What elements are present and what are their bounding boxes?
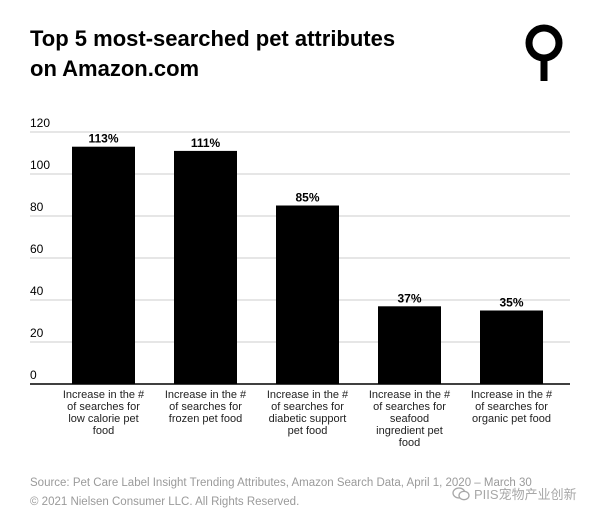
copyright-note: © 2021 Nielsen Consumer LLC. All Rights …	[30, 496, 300, 508]
x-tick-label-line: frozen pet food	[169, 413, 242, 425]
data-label: 113%	[88, 132, 118, 146]
x-tick-label: Increase in the # of searches for seafood i…	[369, 389, 451, 449]
x-tick-label-line: Increase in the #	[369, 389, 451, 401]
x-tick-label-line: of searches for	[271, 401, 344, 413]
data-label: 37%	[397, 291, 421, 305]
x-tick-label-line: food	[93, 425, 114, 437]
x-tick-label-line: of searches for	[67, 401, 140, 413]
chart-footer: Source: Pet Care Label Insight Trending …	[30, 474, 560, 512]
bar	[72, 146, 135, 384]
bar	[276, 205, 339, 384]
y-tick-label: 100	[30, 158, 50, 172]
nielsen-logo-icon	[525, 24, 563, 81]
x-tick-label: Increase in the # of searches for low calo…	[63, 389, 145, 437]
y-tick-label: 20	[30, 326, 44, 340]
bar	[480, 310, 543, 384]
x-tick-label-line: Increase in the #	[165, 389, 247, 401]
bar	[174, 150, 237, 384]
x-tick-label-line: of searches for	[373, 401, 446, 413]
x-tick-label-line: seafood	[390, 413, 429, 425]
x-tick-label-line: low calorie pet	[68, 413, 138, 425]
watermark: PIIS宠物产业创新	[452, 484, 577, 503]
x-tick-label: Increase in the # of searches for frozen p…	[165, 389, 247, 425]
x-tick-label-line: of searches for	[475, 401, 548, 413]
bar	[378, 306, 441, 384]
chart-title-line-2: on Amazon.com	[30, 56, 200, 81]
chat-bubble-icon	[452, 486, 470, 500]
data-label: 35%	[499, 296, 523, 310]
x-tick-label-line: Increase in the #	[63, 389, 145, 401]
x-tick-label-line: ingredient pet	[376, 425, 443, 437]
y-tick-label: 40	[30, 284, 44, 298]
x-tick-label-line: diabetic support	[269, 413, 347, 425]
chart-title-line-1: Top 5 most-searched pet attributes	[30, 26, 396, 51]
x-tick-label-line: pet food	[288, 425, 328, 437]
y-tick-label: 0	[30, 368, 37, 382]
chart-title: Top 5 most-searched pet attributes on Am…	[30, 24, 450, 84]
y-tick-label: 80	[30, 200, 44, 214]
data-label: 111%	[191, 136, 221, 150]
watermark-text: PIIS宠物产业创新	[474, 487, 577, 502]
x-tick-label-line: organic pet food	[472, 413, 551, 425]
x-tick-label-line: of searches for	[169, 401, 242, 413]
data-label: 85%	[295, 191, 319, 205]
x-tick-label-line: food	[399, 437, 420, 449]
y-tick-label: 120	[30, 116, 50, 130]
x-tick-label-line: Increase in the #	[267, 389, 349, 401]
source-note: Source: Pet Care Label Insight Trending …	[30, 477, 532, 489]
x-tick-label: Increase in the # of searches for organic …	[471, 389, 553, 425]
x-tick-label-line: Increase in the #	[471, 389, 553, 401]
y-tick-label: 60	[30, 242, 44, 256]
x-tick-label: Increase in the # of searches for diabetic…	[267, 389, 349, 437]
